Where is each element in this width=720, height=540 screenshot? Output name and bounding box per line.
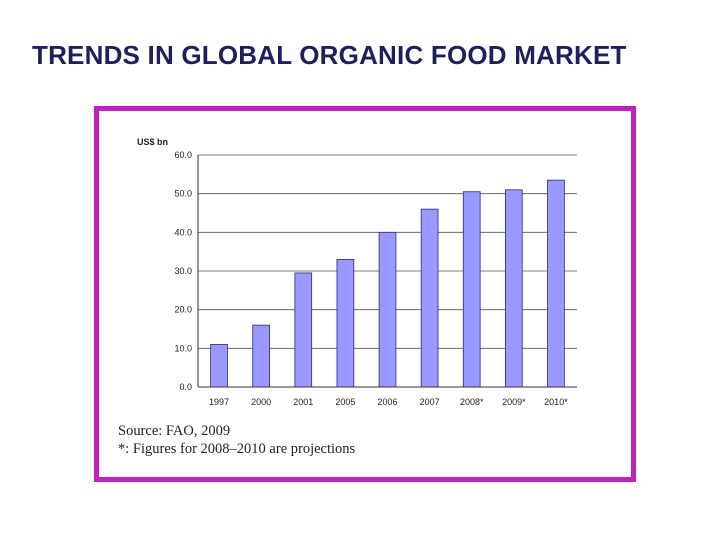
y-tick-label: 0.0 <box>179 382 192 392</box>
x-tick-label: 1997 <box>209 397 229 407</box>
x-tick-label: 2009* <box>502 397 526 407</box>
x-tick-label: 2005 <box>335 397 355 407</box>
y-tick-labels: 0.0 10.0 20.0 30.0 40.0 50.0 60.0 <box>174 150 192 392</box>
y-tick-label: 20.0 <box>174 305 192 315</box>
bar <box>420 208 439 388</box>
bar <box>547 179 565 388</box>
bar <box>336 258 355 388</box>
bar <box>210 344 228 388</box>
source-note: Source: FAO, 2009 *: Figures for 2008–20… <box>118 422 355 458</box>
x-tick-labels: 1997 2000 2001 2005 2006 2007 2008* 2009* 2010* <box>209 397 568 407</box>
x-tick-label: 2010* <box>544 397 568 407</box>
x-tick-label: 2007 <box>420 397 440 407</box>
chart-frame <box>94 106 636 482</box>
y-tick-label: 60.0 <box>174 150 192 160</box>
bars <box>210 179 565 388</box>
x-tick-label: 2006 <box>377 397 397 407</box>
bar <box>378 231 397 388</box>
y-tick-label: 40.0 <box>174 227 192 237</box>
bar <box>505 189 523 388</box>
bar <box>294 272 313 388</box>
slide-title: TRENDS IN GLOBAL ORGANIC FOOD MARKET <box>32 40 627 70</box>
y-tick-label: 50.0 <box>174 189 192 199</box>
bar <box>462 191 481 388</box>
footnote-line: *: Figures for 2008–2010 are projections <box>118 441 356 457</box>
y-tick-label: 10.0 <box>174 343 192 353</box>
x-tick-label: 2000 <box>251 397 271 407</box>
y-unit-label: US$ bn <box>137 137 168 147</box>
bar <box>252 324 270 388</box>
y-tick-label: 30.0 <box>174 266 192 276</box>
source-line: Source: FAO, 2009 <box>118 423 231 439</box>
x-tick-label: 2008* <box>460 397 484 407</box>
x-tick-label: 2001 <box>293 397 313 407</box>
